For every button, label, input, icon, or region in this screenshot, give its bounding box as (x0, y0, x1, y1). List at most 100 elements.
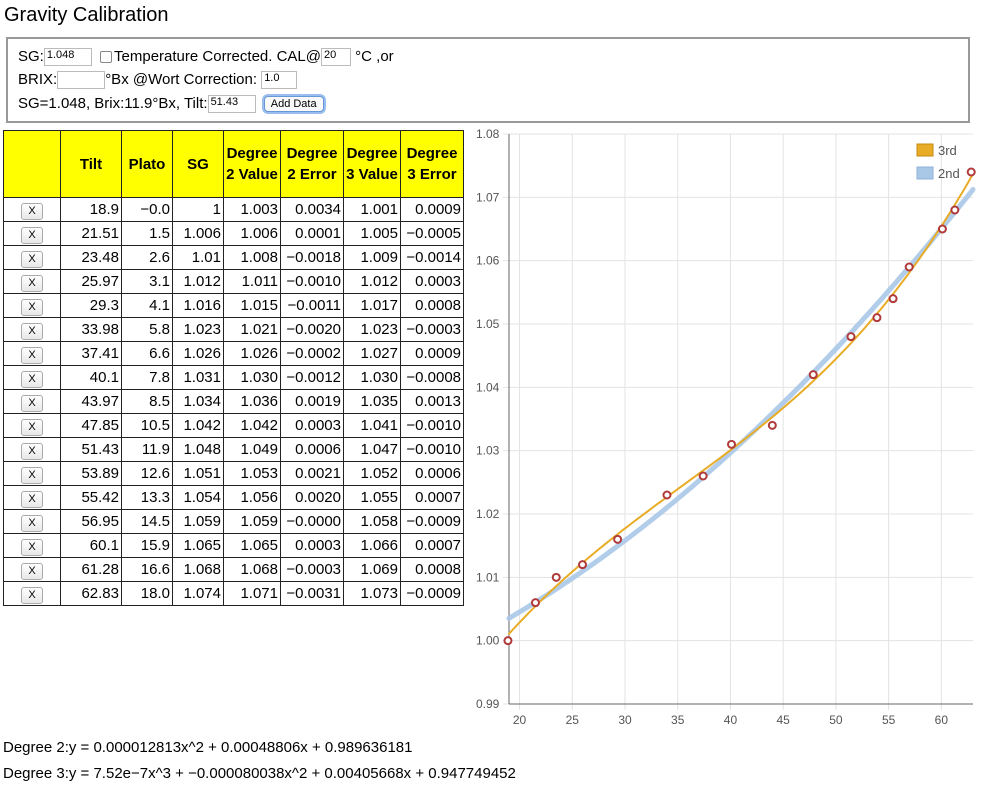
wort-correction-input[interactable]: 1.0 (261, 71, 298, 90)
y-tick-label: 1.07 (476, 190, 500, 204)
degree3-value-cell: 1.009 (343, 245, 401, 270)
degree2-value-cell: 1.042 (223, 413, 281, 438)
sg-cell: 1.012 (172, 269, 224, 294)
add-data-button[interactable]: Add Data (263, 96, 324, 113)
table-row: X 29.3 4.1 1.016 1.015 −0.0011 1.017 0.0008 (3, 293, 464, 318)
tilt-cell: 61.28 (60, 557, 122, 582)
degree2-value-cell: 1.015 (223, 293, 281, 318)
brix-input[interactable] (57, 71, 106, 90)
degree3-error-cell: −0.0009 (400, 509, 464, 534)
data-point (530, 598, 540, 608)
table-row: X 55.42 13.3 1.054 1.056 0.0020 1.055 0.0007 (3, 485, 464, 510)
status-text: SG=1.048, Brix:11.9°Bx, Tilt: (18, 95, 208, 112)
y-tick-label: 0.99 (476, 697, 500, 711)
plato-cell: 5.8 (121, 317, 173, 342)
remove-row-button[interactable]: X (21, 419, 43, 436)
remove-cell: X (3, 293, 61, 318)
data-point (727, 439, 737, 449)
remove-row-button[interactable]: X (21, 491, 43, 508)
tilt-cell: 51.43 (60, 437, 122, 462)
degree3-value-cell: 1.069 (343, 557, 401, 582)
plato-cell: 4.1 (121, 293, 173, 318)
remove-cell: X (3, 581, 61, 606)
remove-row-button[interactable]: X (21, 323, 43, 340)
header-remove (3, 130, 61, 198)
plato-cell: 1.5 (121, 221, 173, 246)
remove-row-button[interactable]: X (21, 563, 43, 580)
tilt-cell: 37.41 (60, 341, 122, 366)
degree3-error-cell: 0.0007 (400, 485, 464, 510)
sg-cell: 1.034 (172, 389, 224, 414)
degree3-error-cell: −0.0008 (400, 365, 464, 390)
degree2-error-cell: 0.0021 (280, 461, 344, 486)
data-point (937, 224, 947, 234)
temperature-corrected-checkbox[interactable] (100, 51, 113, 64)
remove-row-button[interactable]: X (21, 467, 43, 484)
remove-cell: X (3, 413, 61, 438)
remove-row-button[interactable]: X (21, 347, 43, 364)
remove-cell: X (3, 317, 61, 342)
remove-row-button[interactable]: X (21, 251, 43, 268)
degree2-equation: Degree 2:y = 0.000012813x^2 + 0.00048806… (3, 739, 413, 756)
data-point (904, 262, 914, 272)
brix-unit-label: °Bx @Wort Correction: (105, 71, 258, 88)
brix-row: BRIX: °Bx @Wort Correction: 1.0 (18, 71, 298, 90)
remove-row-button[interactable]: X (21, 587, 43, 604)
degree2-value-cell: 1.049 (223, 437, 281, 462)
degree2-value-cell: 1.065 (223, 533, 281, 558)
degree3-error-cell: 0.0003 (400, 269, 464, 294)
degree3-error-cell: −0.0010 (400, 437, 464, 462)
plato-cell: 18.0 (121, 581, 173, 606)
sg-cell: 1.006 (172, 221, 224, 246)
remove-row-button[interactable]: X (21, 275, 43, 292)
remove-row-button[interactable]: X (21, 395, 43, 412)
series-line-2nd (506, 187, 976, 621)
remove-cell: X (3, 269, 61, 294)
status-row: SG=1.048, Brix:11.9°Bx, Tilt: 51.43 Add D… (18, 95, 324, 114)
tilt-cell: 47.85 (60, 413, 122, 438)
degree3-error-cell: 0.0008 (400, 293, 464, 318)
sg-input[interactable]: 1.048 (43, 48, 92, 67)
tilt-cell: 60.1 (60, 533, 122, 558)
tilt-input[interactable]: 51.43 (207, 95, 256, 114)
remove-row-button[interactable]: X (21, 227, 43, 244)
header-tilt: Tilt (60, 130, 122, 198)
data-point (808, 370, 818, 380)
remove-row-button[interactable]: X (21, 299, 43, 316)
legend-label: 3rd (938, 143, 957, 158)
degree3-equation: Degree 3:y = 7.52e−7x^3 + −0.000080038x^… (3, 765, 516, 782)
x-tick-label: 35 (671, 713, 685, 727)
sg-cell: 1.074 (172, 581, 224, 606)
degree3-value-cell: 1.066 (343, 533, 401, 558)
plato-cell: 15.9 (121, 533, 173, 558)
degree3-error-cell: −0.0014 (400, 245, 464, 270)
degree2-error-cell: −0.0002 (280, 341, 344, 366)
tilt-cell: 18.9 (60, 197, 122, 222)
cal-temperature-input[interactable]: 20 (321, 48, 351, 67)
tilt-cell: 62.83 (60, 581, 122, 606)
remove-row-button[interactable]: X (21, 443, 43, 460)
remove-row-button[interactable]: X (21, 515, 43, 532)
degree2-error-cell: 0.0003 (280, 533, 344, 558)
degree3-value-cell: 1.005 (343, 221, 401, 246)
remove-row-button[interactable]: X (21, 203, 43, 220)
temperature-unit-label: °C ,or (355, 48, 394, 65)
degree2-error-cell: −0.0010 (280, 269, 344, 294)
page-title: Gravity Calibration (4, 4, 169, 26)
remove-cell: X (3, 389, 61, 414)
tilt-cell: 23.48 (60, 245, 122, 270)
x-tick-label: 40 (724, 713, 738, 727)
x-tick-label: 50 (829, 713, 843, 727)
header-sg: SG (172, 130, 224, 198)
degree2-value-cell: 1.008 (223, 245, 281, 270)
legend-swatch (916, 143, 934, 157)
data-point (872, 313, 882, 323)
remove-row-button[interactable]: X (21, 539, 43, 556)
plato-cell: 6.6 (121, 341, 173, 366)
plato-cell: 3.1 (121, 269, 173, 294)
table-row: X 40.1 7.8 1.031 1.030 −0.0012 1.030 −0.0008 (3, 365, 464, 390)
table-header-row: Tilt Plato SG Degree 2 Value Degree 2 Er… (3, 130, 464, 198)
remove-row-button[interactable]: X (21, 371, 43, 388)
remove-cell: X (3, 557, 61, 582)
data-point (503, 636, 513, 646)
